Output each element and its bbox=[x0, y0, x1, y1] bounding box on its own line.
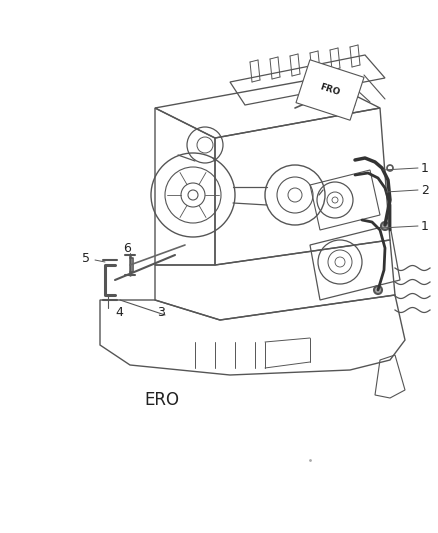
Text: 5: 5 bbox=[82, 252, 90, 264]
Text: 2: 2 bbox=[421, 183, 429, 197]
Text: 4: 4 bbox=[115, 305, 123, 319]
Text: ERO: ERO bbox=[145, 391, 180, 409]
Text: 3: 3 bbox=[157, 305, 165, 319]
Circle shape bbox=[381, 222, 389, 230]
Text: 1: 1 bbox=[421, 220, 429, 232]
Circle shape bbox=[374, 286, 382, 294]
Text: 1: 1 bbox=[421, 161, 429, 174]
Text: FRO: FRO bbox=[319, 83, 341, 98]
Text: 6: 6 bbox=[123, 241, 131, 254]
